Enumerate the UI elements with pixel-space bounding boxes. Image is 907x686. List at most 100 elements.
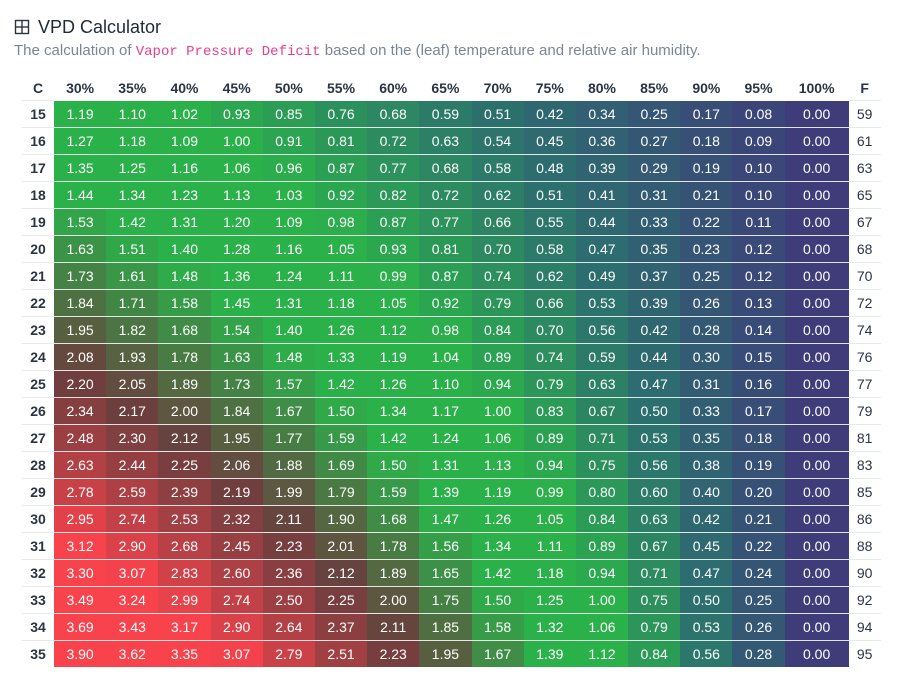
vpd-cell: 1.05 [523,505,576,533]
vpd-cell: 1.10 [419,370,472,398]
vpd-cell: 1.58 [471,613,524,641]
vpd-cell: 0.31 [680,370,733,398]
vpd-cell: 2.74 [210,586,263,614]
vpd-cell: 2.20 [54,370,107,398]
vpd-cell: 0.35 [680,424,733,452]
row-temp-celsius: 22 [22,289,54,317]
vpd-cell: 0.99 [523,478,576,506]
vpd-cell: 1.50 [367,451,420,479]
vpd-cell: 0.48 [523,154,576,182]
vpd-cell: 0.28 [680,316,733,344]
vpd-cell: 0.33 [628,208,681,236]
row-temp-fahrenheit: 86 [848,505,881,533]
vpd-cell: 2.99 [158,586,211,614]
vpd-cell: 1.17 [419,397,472,425]
row-temp-celsius: 31 [22,532,54,560]
row-temp-fahrenheit: 68 [848,235,881,263]
vpd-cell: 1.67 [262,397,315,425]
vpd-cell: 1.12 [367,316,420,344]
header-row: C 30% 35% 40% 45% 50% 55% 60% 65% 70% 75% 80% 85% 90… [22,75,881,101]
vpd-cell: 2.83 [158,559,211,587]
vpd-cell: 0.44 [628,343,681,371]
column-header-celsius: C [32,79,44,96]
vpd-cell: 0.53 [575,289,629,317]
row-temp-celsius: 27 [22,424,54,452]
vpd-cell: 2.01 [314,532,368,560]
vpd-cell: 0.31 [628,181,681,209]
vpd-cell: 0.84 [628,640,681,667]
row-temp-celsius: 29 [22,478,54,506]
vpd-cell: 0.53 [680,613,733,641]
vpd-cell: 0.00 [784,586,849,614]
vpd-cell: 2.60 [210,559,263,587]
vpd-cell: 1.12 [575,640,629,667]
vpd-cell: 0.00 [784,343,849,371]
row-temp-fahrenheit: 94 [848,613,881,641]
vpd-cell: 1.13 [210,181,263,209]
vpd-cell: 0.24 [732,559,785,587]
vpd-cell: 2.00 [158,397,211,425]
vpd-cell: 0.67 [575,397,629,425]
vpd-cell: 1.67 [471,640,524,667]
vpd-cell: 1.90 [314,505,368,533]
column-header-humidity: 65% [431,79,460,96]
vpd-cell: 2.78 [54,478,107,506]
vpd-cell: 1.89 [158,370,211,398]
vpd-cell: 1.54 [210,316,263,344]
vpd-cell: 1.25 [106,154,159,182]
vpd-cell: 0.13 [732,289,785,317]
table-row: 33 3.49 3.24 2.99 2.74 2.50 2.25 2.00 1.75 1.50 1.… [22,586,881,614]
vpd-cell: 0.77 [367,154,420,182]
vpd-cell: 0.00 [784,505,849,533]
table-row: 21 1.73 1.61 1.48 1.36 1.24 1.11 0.99 0.87 0.74 0.… [22,262,881,290]
row-temp-fahrenheit: 79 [848,397,881,425]
row-temp-fahrenheit: 74 [848,316,881,344]
vpd-cell: 1.19 [471,478,524,506]
vpd-cell: 0.10 [732,181,785,209]
column-header-humidity: 75% [535,79,564,96]
vpd-cell: 0.00 [784,424,849,452]
title-row: VPD Calculator [14,16,701,38]
vpd-cell: 0.00 [784,316,849,344]
vpd-cell: 0.08 [732,100,785,128]
vpd-cell: 1.33 [314,343,368,371]
vpd-cell: 0.58 [471,154,524,182]
vpd-cell: 0.21 [732,505,785,533]
vpd-cell: 0.79 [628,613,681,641]
vpd-cell: 1.44 [54,181,107,209]
row-temp-celsius: 24 [22,343,54,371]
vpd-cell: 0.20 [732,478,785,506]
vpd-cell: 2.37 [314,613,368,641]
vpd-cell: 1.78 [158,343,211,371]
vpd-cell: 2.51 [314,640,368,667]
vpd-cell: 2.12 [314,559,368,587]
row-temp-celsius: 30 [22,505,54,533]
row-temp-fahrenheit: 88 [848,532,881,560]
vpd-cell: 2.90 [106,532,159,560]
vpd-cell: 0.28 [732,640,785,667]
vpd-cell: 1.34 [367,397,420,425]
table-row: 31 3.12 2.90 2.68 2.45 2.23 2.01 1.78 1.56 1.34 1.… [22,532,881,560]
vpd-cell: 1.42 [314,370,368,398]
vpd-cell: 2.25 [314,586,368,614]
vpd-cell: 1.31 [419,451,472,479]
table-row: 30 2.95 2.74 2.53 2.32 2.11 1.90 1.68 1.47 1.26 1.… [22,505,881,533]
vpd-cell: 0.56 [628,451,681,479]
vpd-cell: 0.70 [523,316,576,344]
vpd-cell: 0.00 [784,451,849,479]
vpd-cell: 0.68 [367,100,420,128]
row-temp-celsius: 33 [22,586,54,614]
table-row: 35 3.90 3.62 3.35 3.07 2.79 2.51 2.23 1.95 1.67 1.… [22,640,881,667]
table-row: 17 1.35 1.25 1.16 1.06 0.96 0.87 0.77 0.68 0.58 0.… [22,154,881,182]
vpd-cell: 0.34 [575,100,629,128]
vpd-cell: 0.00 [784,613,849,641]
vpd-cell: 2.50 [262,586,315,614]
vpd-cell: 1.56 [419,532,472,560]
vpd-cell: 0.87 [419,262,472,290]
column-header-humidity: 85% [640,79,669,96]
row-temp-fahrenheit: 90 [848,559,881,587]
vpd-cell: 2.44 [106,451,159,479]
vpd-cell: 1.26 [367,370,420,398]
vpd-cell: 0.96 [262,154,315,182]
vpd-cell: 0.00 [784,289,849,317]
